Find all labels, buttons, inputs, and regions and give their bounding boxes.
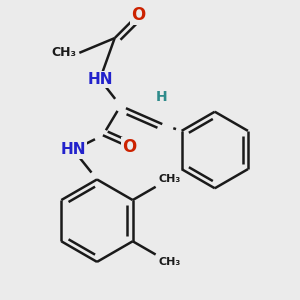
Text: CH₃: CH₃ xyxy=(159,257,181,268)
Text: CH₃: CH₃ xyxy=(159,174,181,184)
Text: H: H xyxy=(156,90,168,104)
Text: CH₃: CH₃ xyxy=(51,46,76,59)
Text: O: O xyxy=(122,138,136,156)
Text: HN: HN xyxy=(61,142,86,158)
Text: HN: HN xyxy=(87,72,113,87)
Text: O: O xyxy=(131,6,145,24)
